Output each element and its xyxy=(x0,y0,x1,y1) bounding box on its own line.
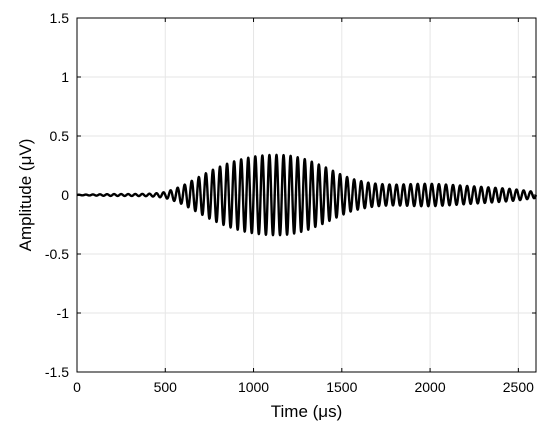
x-tick-label: 2500 xyxy=(503,379,534,395)
y-tick-label: 0 xyxy=(61,187,69,203)
y-tick-label: -1 xyxy=(57,305,70,321)
x-tick-label: 1500 xyxy=(326,379,357,395)
ticks xyxy=(76,17,536,373)
series-line xyxy=(75,153,538,237)
x-tick-label: 0 xyxy=(73,379,81,395)
y-tick-label: -1.5 xyxy=(45,364,69,380)
x-tick-label: 1000 xyxy=(238,379,269,395)
y-axis-label: Amplitude (μV) xyxy=(16,139,35,252)
y-tick-label: -0.5 xyxy=(45,246,69,262)
tick-labels: 0 500 1000 1500 2000 2500 -1.5 -1 -0.5 0 0.5 1 1.5 xyxy=(45,10,534,395)
x-tick-label: 500 xyxy=(154,379,178,395)
y-tick-label: 1 xyxy=(61,69,69,85)
x-tick-label: 2000 xyxy=(414,379,445,395)
y-tick-label: 0.5 xyxy=(50,128,70,144)
x-axis-label: Time (μs) xyxy=(271,402,343,421)
y-tick-label: 1.5 xyxy=(50,10,70,26)
